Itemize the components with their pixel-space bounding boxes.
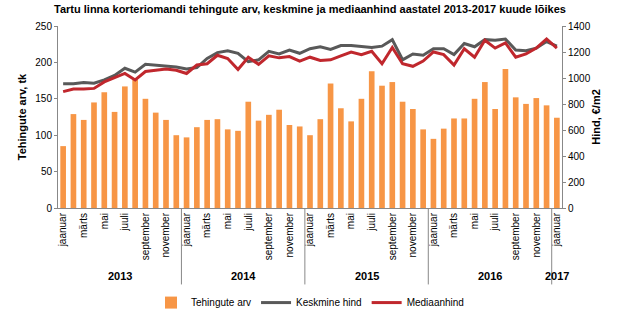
- svg-text:märts: märts: [201, 213, 212, 238]
- svg-text:50: 50: [41, 166, 53, 177]
- svg-text:200: 200: [568, 177, 585, 188]
- svg-text:Tehingute arv: Tehingute arv: [191, 297, 251, 308]
- svg-text:600: 600: [568, 125, 585, 136]
- svg-text:mai: mai: [469, 213, 480, 229]
- svg-text:juuli: juuli: [489, 213, 500, 232]
- svg-text:150: 150: [35, 93, 52, 104]
- svg-text:juuli: juuli: [366, 213, 377, 232]
- svg-text:2015: 2015: [355, 270, 379, 282]
- svg-text:jaanuar: jaanuar: [181, 212, 192, 247]
- svg-text:1200: 1200: [568, 47, 591, 58]
- svg-text:september: september: [387, 212, 398, 260]
- svg-text:juuli: juuli: [243, 213, 254, 232]
- svg-text:mai: mai: [345, 213, 356, 229]
- svg-text:Hind, €/m2: Hind, €/m2: [590, 89, 602, 145]
- svg-text:Mediaanhind: Mediaanhind: [407, 297, 464, 308]
- svg-text:400: 400: [568, 151, 585, 162]
- svg-text:mai: mai: [222, 213, 233, 229]
- svg-text:september: september: [510, 212, 521, 260]
- svg-text:800: 800: [568, 99, 585, 110]
- svg-text:2016: 2016: [478, 270, 502, 282]
- svg-text:1000: 1000: [568, 73, 591, 84]
- svg-text:mai: mai: [99, 213, 110, 229]
- svg-text:märts: märts: [448, 213, 459, 238]
- svg-text:250: 250: [35, 21, 52, 32]
- svg-text:2014: 2014: [231, 270, 256, 282]
- svg-text:Keskmine hind: Keskmine hind: [296, 297, 362, 308]
- svg-text:märts: märts: [78, 213, 89, 238]
- svg-text:november: november: [284, 212, 295, 257]
- svg-text:jaanuar: jaanuar: [304, 212, 315, 247]
- svg-text:1400: 1400: [568, 21, 591, 32]
- svg-text:november: november: [531, 212, 542, 257]
- svg-text:Tehingute arv, tk: Tehingute arv, tk: [16, 73, 28, 160]
- svg-text:0: 0: [568, 203, 574, 214]
- svg-text:september: september: [140, 212, 151, 260]
- svg-text:jaanuar: jaanuar: [551, 212, 562, 247]
- svg-text:100: 100: [35, 130, 52, 141]
- svg-text:2017: 2017: [545, 270, 569, 282]
- svg-text:juuli: juuli: [119, 213, 130, 232]
- svg-text:Tartu linna korteriomandi tehi: Tartu linna korteriomandi tehingute arv,…: [54, 3, 566, 15]
- svg-text:200: 200: [35, 57, 52, 68]
- svg-text:jaanuar: jaanuar: [57, 212, 68, 247]
- svg-text:november: november: [160, 212, 171, 257]
- svg-text:märts: märts: [325, 213, 336, 238]
- svg-text:2013: 2013: [108, 270, 132, 282]
- svg-text:november: november: [407, 212, 418, 257]
- svg-text:september: september: [263, 212, 274, 260]
- svg-text:jaanuar: jaanuar: [428, 212, 439, 247]
- svg-text:0: 0: [46, 203, 52, 214]
